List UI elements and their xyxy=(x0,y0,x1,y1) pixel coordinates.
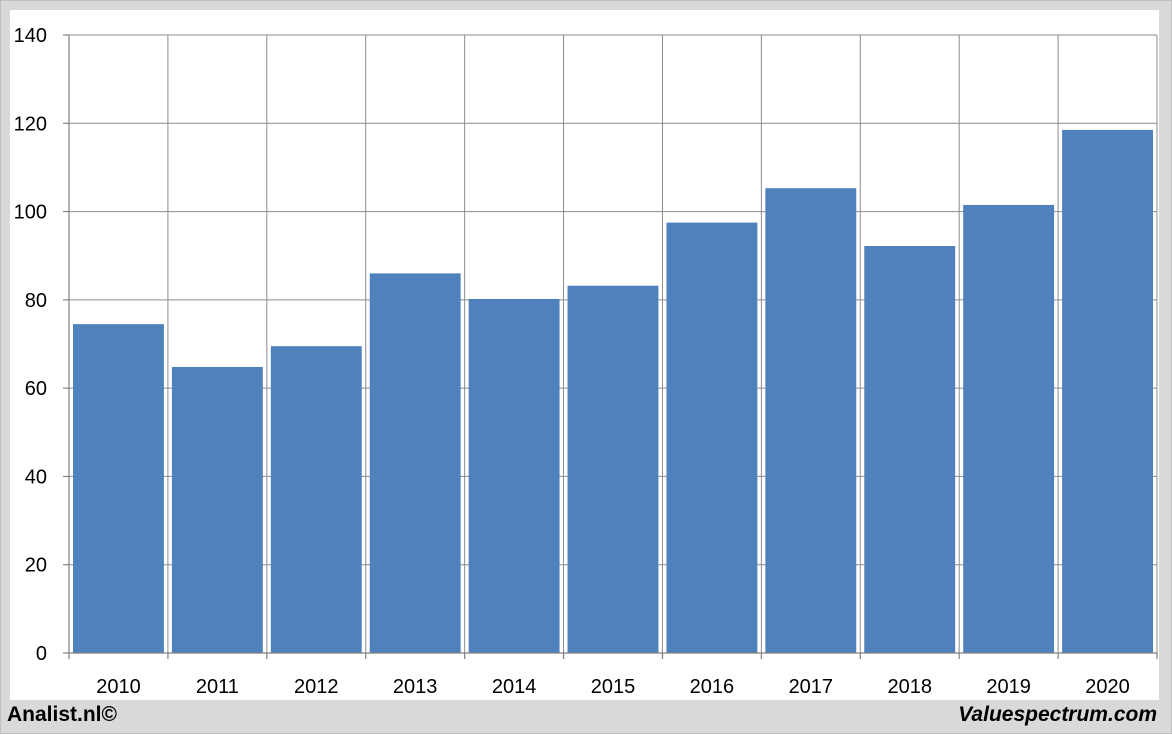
bars xyxy=(73,129,1153,653)
bar-2010 xyxy=(73,324,164,653)
x-tick-label-2016: 2016 xyxy=(690,676,735,698)
footer-brand-label: Valuespectrum.com xyxy=(958,703,1157,726)
x-tick-label-2012: 2012 xyxy=(294,676,339,698)
x-tick-label-2010: 2010 xyxy=(96,676,141,698)
y-tick-label: 40 xyxy=(25,466,47,488)
x-tick-label-2017: 2017 xyxy=(789,676,834,698)
bar-2017 xyxy=(765,188,857,653)
tick-labels: 0 20 40 60 80 100 120 140 2010 2011 2012 2013 2014 20… xyxy=(14,25,1130,698)
y-tick-label: 80 xyxy=(25,290,47,312)
x-tick-label-2018: 2018 xyxy=(887,676,932,698)
axes xyxy=(63,34,1158,659)
x-tick-label-2014: 2014 xyxy=(492,676,537,698)
bar-2016 xyxy=(666,222,758,653)
y-tick-label: 140 xyxy=(14,25,47,47)
footer-source-label: Analist.nl© xyxy=(7,703,117,726)
bar-2019 xyxy=(963,204,1055,653)
x-tick-label-2013: 2013 xyxy=(393,676,438,698)
bar-2020 xyxy=(1062,129,1153,653)
bar-2011 xyxy=(171,366,263,653)
x-tick-label-2015: 2015 xyxy=(591,676,636,698)
y-tick-label: 60 xyxy=(25,378,47,400)
bar-2012 xyxy=(270,346,362,653)
x-tick-label-2020: 2020 xyxy=(1085,676,1130,698)
y-tick-label: 100 xyxy=(14,202,47,224)
bar-2013 xyxy=(369,273,461,653)
y-tick-label: 120 xyxy=(14,113,47,135)
y-tick-label: 20 xyxy=(25,555,47,577)
bar-2015 xyxy=(567,285,659,653)
bar-2014 xyxy=(468,298,560,653)
x-tick-label-2011: 2011 xyxy=(196,676,239,698)
bar-2018 xyxy=(864,246,956,653)
y-tick-label: 0 xyxy=(36,643,47,665)
x-tick-label-2019: 2019 xyxy=(986,676,1031,698)
